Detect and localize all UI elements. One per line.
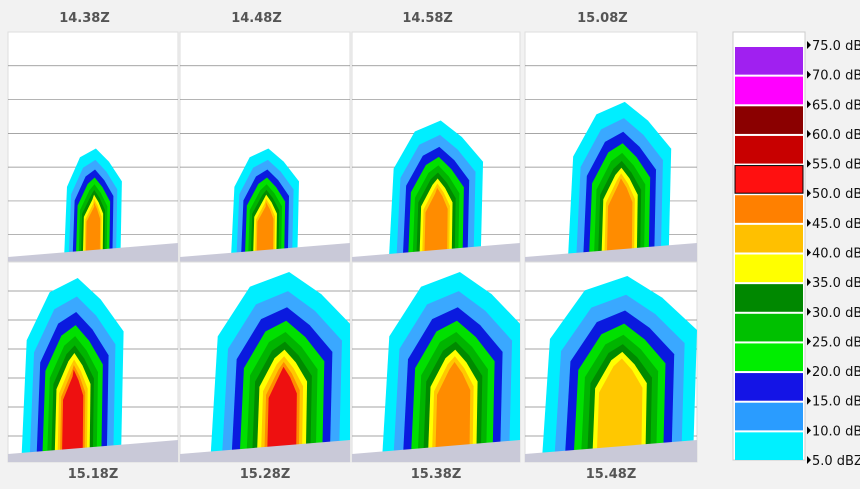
legend-swatch <box>735 255 803 283</box>
panel-time: 15.38Z <box>411 467 462 482</box>
legend-label: 65.0 dBZ <box>812 98 860 113</box>
radar-panel <box>180 32 350 265</box>
legend-swatch <box>735 284 803 312</box>
legend-label: 60.0 dBZ <box>812 128 860 143</box>
radar-panel <box>352 32 520 265</box>
legend-swatch <box>735 432 803 460</box>
legend-label: 30.0 dBZ <box>812 306 860 321</box>
legend-label: 10.0 dBZ <box>812 424 860 439</box>
legend-swatch <box>735 47 803 75</box>
legend-label: 25.0 dBZ <box>812 335 860 350</box>
panel-time: 15.48Z <box>586 467 637 482</box>
legend-swatch <box>735 195 803 223</box>
legend-label: 35.0 dBZ <box>812 276 860 291</box>
radar-panel <box>8 262 178 462</box>
radar-figure: 75.0 dBZ 70.0 dBZ 65.0 dBZ 60.0 dBZ 55.0 dBZ… <box>0 0 860 489</box>
legend-swatch <box>735 225 803 253</box>
panel-time: 15.18Z <box>68 467 119 482</box>
legend-label: 40.0 dBZ <box>812 247 860 262</box>
radar-panel <box>180 262 353 462</box>
legend-label: 20.0 dBZ <box>812 365 860 380</box>
legend-label: 15.0 dBZ <box>812 395 860 410</box>
panel-time: 14.38Z <box>59 11 110 26</box>
panel-time: 14.58Z <box>402 11 453 26</box>
radar-panel <box>525 32 697 265</box>
legend: 75.0 dBZ 70.0 dBZ 65.0 dBZ 60.0 dBZ 55.0 dBZ… <box>733 32 860 469</box>
legend-label: 55.0 dBZ <box>812 158 860 173</box>
legend-swatch <box>735 314 803 342</box>
legend-label: 75.0 dBZ <box>812 39 860 54</box>
legend-label: 50.0 dBZ <box>812 187 860 202</box>
panel-time: 14.48Z <box>231 11 282 26</box>
legend-swatch <box>735 343 803 371</box>
legend-swatch <box>735 106 803 134</box>
legend-label: 5.0 dBZ <box>812 454 860 469</box>
legend-swatch <box>735 77 803 105</box>
panel-time: 15.08Z <box>577 11 628 26</box>
legend-label: 70.0 dBZ <box>812 69 860 84</box>
panels <box>8 32 697 462</box>
legend-label: 45.0 dBZ <box>812 217 860 232</box>
legend-swatch <box>735 166 803 194</box>
radar-panel <box>525 262 697 462</box>
radar-panel <box>8 32 178 265</box>
radar-panel <box>352 262 523 462</box>
legend-swatch <box>735 403 803 431</box>
panel-time: 15.28Z <box>240 467 291 482</box>
legend-swatch <box>735 373 803 401</box>
legend-swatch <box>735 136 803 164</box>
